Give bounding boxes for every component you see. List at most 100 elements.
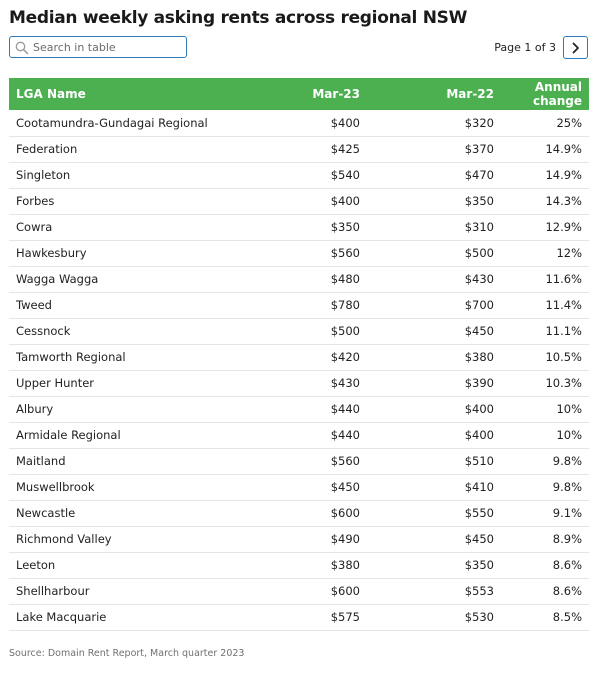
- lga-name-cell: Leeton: [9, 552, 243, 579]
- table-body: Cootamundra-Gundagai Regional $400 $320 25%…: [9, 110, 589, 631]
- mar-22-cell: $400: [367, 396, 501, 423]
- lga-name-cell: Cootamundra-Gundagai Regional: [9, 110, 243, 137]
- annual-change-cell: 10%: [501, 396, 589, 423]
- mar-22-cell: $550: [367, 500, 501, 527]
- mar-23-cell: $440: [243, 396, 367, 423]
- lga-name-cell: Maitland: [9, 448, 243, 475]
- lga-name-cell: Singleton: [9, 162, 243, 189]
- annual-change-cell: 8.6%: [501, 552, 589, 579]
- lga-name-cell: Lake Macquarie: [9, 604, 243, 631]
- annual-change-cell: 9.1%: [501, 500, 589, 527]
- mar-22-cell: $530: [367, 604, 501, 631]
- table-row: Hawkesbury $560 $500 12%: [9, 240, 589, 267]
- table-row: Muswellbrook $450 $410 9.8%: [9, 474, 589, 501]
- annual-change-cell: 8.6%: [501, 578, 589, 605]
- annual-change-cell: 12.9%: [501, 214, 589, 241]
- lga-name-cell: Armidale Regional: [9, 422, 243, 449]
- table-row: Richmond Valley $490 $450 8.9%: [9, 526, 589, 553]
- annual-change-cell: 14.3%: [501, 188, 589, 215]
- mar-23-cell: $780: [243, 292, 367, 319]
- annual-change-cell: 10.5%: [501, 344, 589, 371]
- column-header-mar-22[interactable]: Mar-22: [446, 87, 494, 101]
- table-row: Cootamundra-Gundagai Regional $400 $320 25%: [9, 110, 589, 137]
- lga-name-cell: Hawkesbury: [9, 240, 243, 267]
- mar-23-cell: $560: [243, 240, 367, 267]
- annual-change-cell: 9.8%: [501, 448, 589, 475]
- annual-change-cell: 14.9%: [501, 136, 589, 163]
- column-header-annual-change[interactable]: Annual change: [532, 80, 582, 108]
- column-header-mar-23[interactable]: Mar-23: [312, 87, 360, 101]
- page-title: Median weekly asking rents across region…: [9, 8, 468, 28]
- mar-22-cell: $370: [367, 136, 501, 163]
- mar-23-cell: $380: [243, 552, 367, 579]
- mar-23-cell: $560: [243, 448, 367, 475]
- mar-23-cell: $350: [243, 214, 367, 241]
- mar-23-cell: $430: [243, 370, 367, 397]
- source-note: Source: Domain Rent Report, March quarte…: [9, 648, 245, 659]
- lga-name-cell: Forbes: [9, 188, 243, 215]
- mar-23-cell: $420: [243, 344, 367, 371]
- lga-name-cell: Muswellbrook: [9, 474, 243, 501]
- lga-name-cell: Tweed: [9, 292, 243, 319]
- annual-change-cell: 11.6%: [501, 266, 589, 293]
- search-icon: [15, 40, 29, 55]
- mar-23-cell: $425: [243, 136, 367, 163]
- next-page-button[interactable]: [563, 36, 588, 59]
- lga-name-cell: Upper Hunter: [9, 370, 243, 397]
- table-row: Tamworth Regional $420 $380 10.5%: [9, 344, 589, 371]
- mar-23-cell: $500: [243, 318, 367, 345]
- mar-22-cell: $500: [367, 240, 501, 267]
- mar-23-cell: $440: [243, 422, 367, 449]
- mar-23-cell: $400: [243, 188, 367, 215]
- table-row: Cessnock $500 $450 11.1%: [9, 318, 589, 345]
- mar-22-cell: $380: [367, 344, 501, 371]
- mar-23-cell: $490: [243, 526, 367, 553]
- pagination-label: Page 1 of 3: [494, 41, 556, 54]
- table-row: Singleton $540 $470 14.9%: [9, 162, 589, 189]
- lga-name-cell: Albury: [9, 396, 243, 423]
- mar-23-cell: $450: [243, 474, 367, 501]
- annual-change-cell: 10.3%: [501, 370, 589, 397]
- search-box[interactable]: [9, 36, 187, 58]
- rents-table: LGA Name Mar-23 Mar-22 Annual change Coo…: [9, 78, 589, 631]
- mar-23-cell: $540: [243, 162, 367, 189]
- table-row: Albury $440 $400 10%: [9, 396, 589, 423]
- annual-change-cell: 8.5%: [501, 604, 589, 631]
- table-row: Cowra $350 $310 12.9%: [9, 214, 589, 241]
- table-row: Federation $425 $370 14.9%: [9, 136, 589, 163]
- lga-name-cell: Wagga Wagga: [9, 266, 243, 293]
- table-row: Armidale Regional $440 $400 10%: [9, 422, 589, 449]
- mar-23-cell: $480: [243, 266, 367, 293]
- annual-change-cell: 11.1%: [501, 318, 589, 345]
- mar-23-cell: $600: [243, 578, 367, 605]
- annual-change-cell: 11.4%: [501, 292, 589, 319]
- table-row: Upper Hunter $430 $390 10.3%: [9, 370, 589, 397]
- mar-22-cell: $400: [367, 422, 501, 449]
- annual-change-cell: 12%: [501, 240, 589, 267]
- annual-change-cell: 10%: [501, 422, 589, 449]
- table-row: Shellharbour $600 $553 8.6%: [9, 578, 589, 605]
- mar-22-cell: $450: [367, 318, 501, 345]
- mar-22-cell: $553: [367, 578, 501, 605]
- annual-change-cell: 25%: [501, 110, 589, 137]
- mar-22-cell: $450: [367, 526, 501, 553]
- column-header-lga-name[interactable]: LGA Name: [16, 87, 86, 101]
- mar-22-cell: $470: [367, 162, 501, 189]
- search-input[interactable]: [33, 39, 183, 55]
- table-row: Maitland $560 $510 9.8%: [9, 448, 589, 475]
- table-row: Tweed $780 $700 11.4%: [9, 292, 589, 319]
- chevron-right-icon: [572, 42, 579, 54]
- annual-change-cell: 8.9%: [501, 526, 589, 553]
- mar-23-cell: $600: [243, 500, 367, 527]
- table-row: Forbes $400 $350 14.3%: [9, 188, 589, 215]
- lga-name-cell: Cessnock: [9, 318, 243, 345]
- lga-name-cell: Richmond Valley: [9, 526, 243, 553]
- mar-22-cell: $390: [367, 370, 501, 397]
- mar-22-cell: $350: [367, 552, 501, 579]
- annual-change-cell: 14.9%: [501, 162, 589, 189]
- mar-22-cell: $320: [367, 110, 501, 137]
- table-row: Newcastle $600 $550 9.1%: [9, 500, 589, 527]
- mar-22-cell: $700: [367, 292, 501, 319]
- mar-22-cell: $310: [367, 214, 501, 241]
- mar-23-cell: $400: [243, 110, 367, 137]
